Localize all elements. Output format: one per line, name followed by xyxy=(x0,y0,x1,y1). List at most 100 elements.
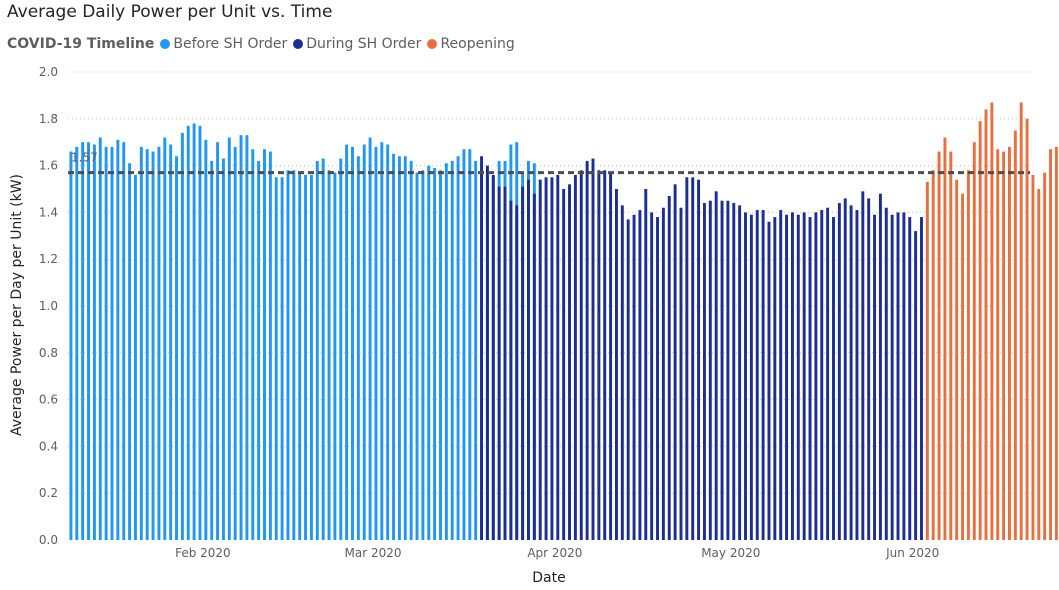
bar[interactable] xyxy=(204,139,208,541)
bar[interactable] xyxy=(175,156,178,541)
bar[interactable] xyxy=(309,174,313,540)
bar[interactable] xyxy=(849,205,853,540)
bar[interactable] xyxy=(415,172,419,540)
bar[interactable] xyxy=(779,210,783,540)
bar[interactable] xyxy=(931,170,935,540)
bar[interactable] xyxy=(327,170,331,540)
bar[interactable] xyxy=(890,214,894,541)
bar[interactable] xyxy=(186,125,190,540)
bar[interactable] xyxy=(644,189,648,540)
bar[interactable] xyxy=(1002,151,1006,540)
bar[interactable] xyxy=(626,219,630,541)
bar[interactable] xyxy=(345,144,349,541)
bar[interactable] xyxy=(286,170,290,540)
bar[interactable] xyxy=(157,146,161,540)
bar[interactable] xyxy=(955,179,959,540)
bar[interactable] xyxy=(896,212,900,540)
bar[interactable] xyxy=(667,196,671,540)
bar[interactable] xyxy=(814,212,818,540)
bar[interactable] xyxy=(843,198,847,541)
bar[interactable] xyxy=(145,149,149,540)
bar[interactable] xyxy=(790,212,794,540)
bar[interactable] xyxy=(978,121,982,540)
bar[interactable] xyxy=(638,210,642,540)
bar[interactable] xyxy=(104,146,108,540)
bar[interactable] xyxy=(679,207,683,540)
bar[interactable] xyxy=(603,170,607,540)
bar[interactable] xyxy=(169,144,173,541)
bar[interactable] xyxy=(462,149,466,540)
bar[interactable] xyxy=(579,170,583,540)
bar[interactable] xyxy=(597,170,601,540)
bar[interactable] xyxy=(304,174,308,540)
bar[interactable] xyxy=(163,137,167,540)
bar[interactable] xyxy=(210,160,214,541)
bar[interactable] xyxy=(966,170,970,540)
bar[interactable] xyxy=(914,231,918,540)
bar[interactable] xyxy=(280,177,284,541)
bar[interactable] xyxy=(591,158,595,540)
bar[interactable] xyxy=(151,151,155,540)
bar[interactable] xyxy=(274,177,278,541)
bar[interactable] xyxy=(521,186,525,540)
legend-item-reopening[interactable]: Reopening xyxy=(427,36,515,52)
bar[interactable] xyxy=(298,172,302,540)
bar[interactable] xyxy=(427,165,431,540)
bar[interactable] xyxy=(392,153,396,540)
bar[interactable] xyxy=(527,179,530,540)
bar[interactable] xyxy=(474,160,478,541)
bar[interactable] xyxy=(87,142,90,540)
bar[interactable] xyxy=(650,212,654,540)
bar[interactable] xyxy=(122,142,126,540)
bar[interactable] xyxy=(656,217,659,540)
bar[interactable] xyxy=(480,156,484,541)
bar[interactable] xyxy=(884,207,888,540)
bar[interactable] xyxy=(661,207,665,540)
bar[interactable] xyxy=(943,137,947,540)
bar[interactable] xyxy=(585,160,589,541)
bar[interactable] xyxy=(198,125,202,540)
bar[interactable] xyxy=(491,174,495,540)
bar[interactable] xyxy=(444,163,448,540)
bar[interactable] xyxy=(773,217,777,540)
bar[interactable] xyxy=(351,146,354,540)
bar[interactable] xyxy=(609,172,613,540)
bar[interactable] xyxy=(81,142,85,540)
bar[interactable] xyxy=(544,177,548,541)
bar[interactable] xyxy=(767,221,771,540)
bar[interactable] xyxy=(920,217,923,540)
bar[interactable] xyxy=(1019,102,1023,541)
bar[interactable] xyxy=(397,156,401,541)
bar[interactable] xyxy=(620,205,624,540)
bar[interactable] xyxy=(92,144,96,541)
bar[interactable] xyxy=(468,149,472,540)
bar[interactable] xyxy=(216,142,220,540)
bar[interactable] xyxy=(133,174,137,540)
bar[interactable] xyxy=(69,151,73,540)
bar[interactable] xyxy=(702,203,706,541)
bar[interactable] xyxy=(538,179,542,540)
bar[interactable] xyxy=(1008,146,1011,540)
bar[interactable] xyxy=(192,123,196,540)
bar[interactable] xyxy=(450,160,454,541)
bar[interactable] xyxy=(697,179,701,540)
bar[interactable] xyxy=(421,170,425,540)
bar[interactable] xyxy=(245,135,249,540)
bar[interactable] xyxy=(1037,189,1041,540)
legend-item-during-sh-order[interactable]: During SH Order xyxy=(293,36,421,52)
bar[interactable] xyxy=(732,203,736,541)
bar[interactable] xyxy=(972,142,976,540)
bar[interactable] xyxy=(1049,149,1052,540)
bar[interactable] xyxy=(867,198,871,541)
bar[interactable] xyxy=(292,170,296,540)
bar[interactable] xyxy=(796,214,800,541)
bar[interactable] xyxy=(439,170,442,540)
bar[interactable] xyxy=(233,146,237,540)
bar[interactable] xyxy=(673,184,677,540)
bar[interactable] xyxy=(333,172,337,540)
bar[interactable] xyxy=(808,217,812,540)
bar[interactable] xyxy=(321,158,325,540)
bar[interactable] xyxy=(362,144,366,541)
bar[interactable] xyxy=(403,156,407,541)
bar[interactable] xyxy=(1013,130,1017,541)
